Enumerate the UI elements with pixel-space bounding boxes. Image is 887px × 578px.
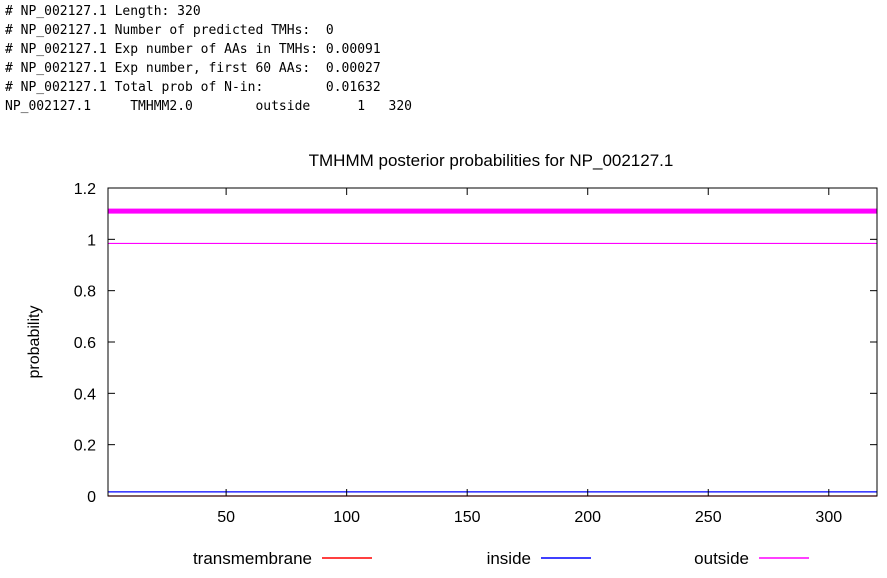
legend-label-transmembrane: transmembrane xyxy=(193,549,312,568)
y-tick-label: 0.2 xyxy=(74,438,96,455)
y-axis: 0 0.2 0.4 0.6 0.8 1 1.2 xyxy=(74,181,877,506)
y-tick-label: 0 xyxy=(87,489,96,506)
y-tick-label: 0.6 xyxy=(74,335,96,352)
x-tick-label: 50 xyxy=(217,509,235,526)
posterior-probability-chart: TMHMM posterior probabilities for NP_002… xyxy=(26,151,878,568)
y-tick-label: 0.4 xyxy=(74,386,96,403)
y-tick-label: 0.8 xyxy=(74,284,96,301)
topology-band-outside xyxy=(108,208,877,214)
series-layer xyxy=(108,242,877,497)
y-tick-label: 1 xyxy=(87,232,96,249)
chart-title: TMHMM posterior probabilities for NP_002… xyxy=(309,151,674,170)
x-tick-label: 250 xyxy=(695,509,722,526)
legend-label-outside: outside xyxy=(694,549,749,568)
x-tick-label: 100 xyxy=(333,509,360,526)
summary-line-num-tmhs: # NP_002127.1 Number of predicted TMHs: … xyxy=(5,23,334,38)
x-tick-label: 300 xyxy=(815,509,842,526)
summary-line-topology: NP_002127.1 TMHMM2.0 outside 1 320 xyxy=(5,99,412,114)
legend: transmembrane inside outside xyxy=(193,549,809,568)
x-tick-label: 200 xyxy=(574,509,601,526)
summary-line-exp-aas: # NP_002127.1 Exp number of AAs in TMHs:… xyxy=(5,42,381,57)
plot-frame xyxy=(107,187,878,497)
summary-line-prob-nin: # NP_002127.1 Total prob of N-in: 0.0163… xyxy=(5,80,381,95)
y-tick-label: 1.2 xyxy=(74,181,96,198)
legend-label-inside: inside xyxy=(487,549,531,568)
band-layer xyxy=(108,208,877,214)
summary-line-length: # NP_002127.1 Length: 320 xyxy=(5,4,201,19)
summary-line-exp-first60: # NP_002127.1 Exp number, first 60 AAs: … xyxy=(5,61,381,76)
x-tick-label: 150 xyxy=(454,509,481,526)
x-axis: 50 100 150 200 250 300 xyxy=(217,188,842,526)
y-axis-label: probability xyxy=(26,306,43,379)
tmhmm-summary: # NP_002127.1 Length: 320 # NP_002127.1 N… xyxy=(5,2,412,116)
